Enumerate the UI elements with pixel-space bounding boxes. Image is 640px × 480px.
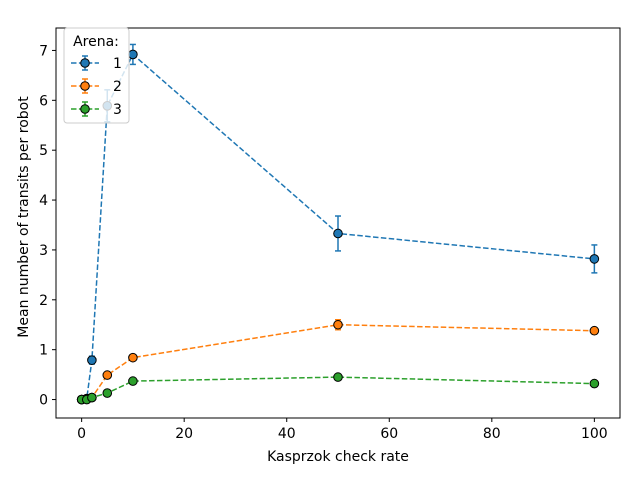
y-tick-label: 6: [39, 93, 48, 109]
data-point: [333, 372, 343, 382]
x-tick-label: 20: [175, 426, 193, 442]
y-tick-label: 7: [39, 43, 48, 59]
data-point: [102, 370, 113, 380]
legend-entry-3: 3: [71, 101, 122, 118]
legend-label: 2: [113, 79, 122, 95]
x-axis-label: Kasprzok check rate: [267, 449, 409, 465]
y-tick-label: 4: [39, 193, 48, 209]
data-point: [87, 355, 97, 365]
series-3: [76, 372, 600, 405]
axes-frame: [55, 27, 621, 419]
data-point: [589, 325, 600, 336]
y-axis-label: Mean number of transits per robot: [16, 96, 32, 338]
y-tick-label: 3: [39, 243, 48, 259]
series-line-2: [81, 323, 595, 401]
legend: Arena: 1 2 3: [63, 27, 130, 124]
legend-marker: [80, 104, 90, 114]
legend-marker: [80, 81, 90, 91]
data-point: [102, 388, 113, 398]
x-tick-label: 100: [581, 426, 608, 442]
legend-box: [63, 27, 130, 124]
x-tick-label: 60: [380, 426, 398, 442]
data-point: [128, 352, 138, 363]
data-point: [589, 378, 600, 389]
series-1: [76, 43, 600, 405]
plot-area: [76, 43, 600, 405]
y-tick-label: 1: [39, 343, 48, 359]
x-tick-label: 0: [77, 426, 86, 442]
data-point: [128, 49, 138, 60]
data-point: [87, 392, 97, 403]
series-2: [76, 319, 600, 405]
legend-entry-1: 1: [71, 55, 122, 72]
y-tick-label: 0: [39, 393, 48, 409]
y-tick-label: 2: [39, 293, 48, 309]
axes: 0 20 40 60 80 100 0 1 2 3 4 5 6 7: [39, 27, 621, 442]
data-point: [333, 228, 343, 239]
data-point: [333, 319, 343, 330]
legend-label: 3: [113, 102, 122, 118]
legend-title: Arena:: [73, 34, 119, 50]
legend-marker: [80, 58, 90, 68]
legend-label: 1: [113, 56, 122, 72]
legend-entry-2: 2: [71, 78, 122, 95]
y-tick-label: 5: [39, 143, 48, 159]
x-tick-label: 80: [483, 426, 501, 442]
data-point: [589, 254, 600, 264]
x-tick-label: 40: [278, 426, 296, 442]
data-point: [128, 376, 138, 386]
